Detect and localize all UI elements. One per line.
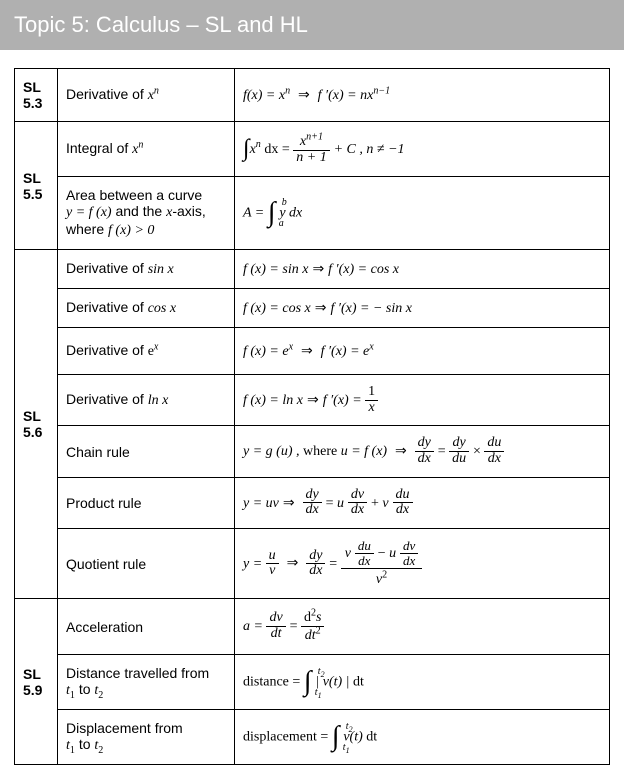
topic-header: Topic 5: Calculus – SL and HL	[0, 0, 624, 50]
table-row: Chain rule y = g (u) , where u = f (x) ⇒…	[15, 426, 610, 477]
desc-cell: Derivative of ln x	[58, 375, 235, 426]
desc-cell: Chain rule	[58, 426, 235, 477]
formula-cell: displacement = ∫t2t1 v(t) dt	[235, 709, 610, 764]
table-row: Derivative of cos x f (x) = cos x⇒f ′(x)…	[15, 289, 610, 328]
ref-cell: SL 5.5	[15, 122, 58, 250]
table-row: Quotient rule y = uv ⇒ dydx = v dudx − u…	[15, 529, 610, 599]
table-row: SL 5.3 Derivative of xn f(x) = xn ⇒ f ′(…	[15, 69, 610, 122]
desc-cell: Area between a curve y = f (x) and the x…	[58, 177, 235, 250]
desc-cell: Product rule	[58, 477, 235, 528]
formula-cell: distance = ∫t2t1 | v(t) | dt	[235, 654, 610, 709]
formula-cell: y = uv ⇒ dydx = v dudx − u dvdx v2	[235, 529, 610, 599]
desc-cell: Acceleration	[58, 599, 235, 654]
formula-cell: f(x) = xn ⇒ f ′(x) = nxn−1	[235, 69, 610, 122]
table-row: Derivative of ex f (x) = ex ⇒ f ′(x) = e…	[15, 328, 610, 375]
formula-table: SL 5.3 Derivative of xn f(x) = xn ⇒ f ′(…	[14, 68, 610, 765]
table-row: Distance travelled from t1 to t2 distanc…	[15, 654, 610, 709]
formula-cell: f (x) = ln x⇒f ′(x) = 1x	[235, 375, 610, 426]
desc-cell: Integral of xn	[58, 122, 235, 177]
desc-cell: Derivative of sin x	[58, 250, 235, 289]
formula-cell: A = ∫ba y dx	[235, 177, 610, 250]
formula-cell: y = g (u) , where u = f (x) ⇒ dydx = dyd…	[235, 426, 610, 477]
formula-cell: ∫xn dx = xn+1n + 1 + C , n ≠ −1	[235, 122, 610, 177]
desc-cell: Quotient rule	[58, 529, 235, 599]
ref-cell: SL 5.9	[15, 599, 58, 764]
formula-cell: f (x) = ex ⇒ f ′(x) = ex	[235, 328, 610, 375]
formula-cell: a = dvdt = d2s dt2	[235, 599, 610, 654]
table-row: SL 5.9 Acceleration a = dvdt = d2s dt2	[15, 599, 610, 654]
table-row: SL 5.5 Integral of xn ∫xn dx = xn+1n + 1…	[15, 122, 610, 177]
desc-cell: Derivative of ex	[58, 328, 235, 375]
table-row: Product rule y = uv⇒ dydx = u dvdx + v d…	[15, 477, 610, 528]
formula-cell: f (x) = sin x⇒f ′(x) = cos x	[235, 250, 610, 289]
desc-cell: Derivative of cos x	[58, 289, 235, 328]
formula-cell: y = uv⇒ dydx = u dvdx + v dudx	[235, 477, 610, 528]
topic-title: Topic 5: Calculus – SL and HL	[14, 12, 308, 37]
desc-cell: Displacement from t1 to t2	[58, 709, 235, 764]
table-row: Area between a curve y = f (x) and the x…	[15, 177, 610, 250]
table-row: Displacement from t1 to t2 displacement …	[15, 709, 610, 764]
desc-cell: Distance travelled from t1 to t2	[58, 654, 235, 709]
ref-cell: SL 5.3	[15, 69, 58, 122]
ref-cell: SL 5.6	[15, 250, 58, 599]
formula-cell: f (x) = cos x⇒f ′(x) = − sin x	[235, 289, 610, 328]
desc-cell: Derivative of xn	[58, 69, 235, 122]
table-row: SL 5.6 Derivative of sin x f (x) = sin x…	[15, 250, 610, 289]
table-row: Derivative of ln x f (x) = ln x⇒f ′(x) =…	[15, 375, 610, 426]
content-area: SL 5.3 Derivative of xn f(x) = xn ⇒ f ′(…	[0, 50, 624, 777]
